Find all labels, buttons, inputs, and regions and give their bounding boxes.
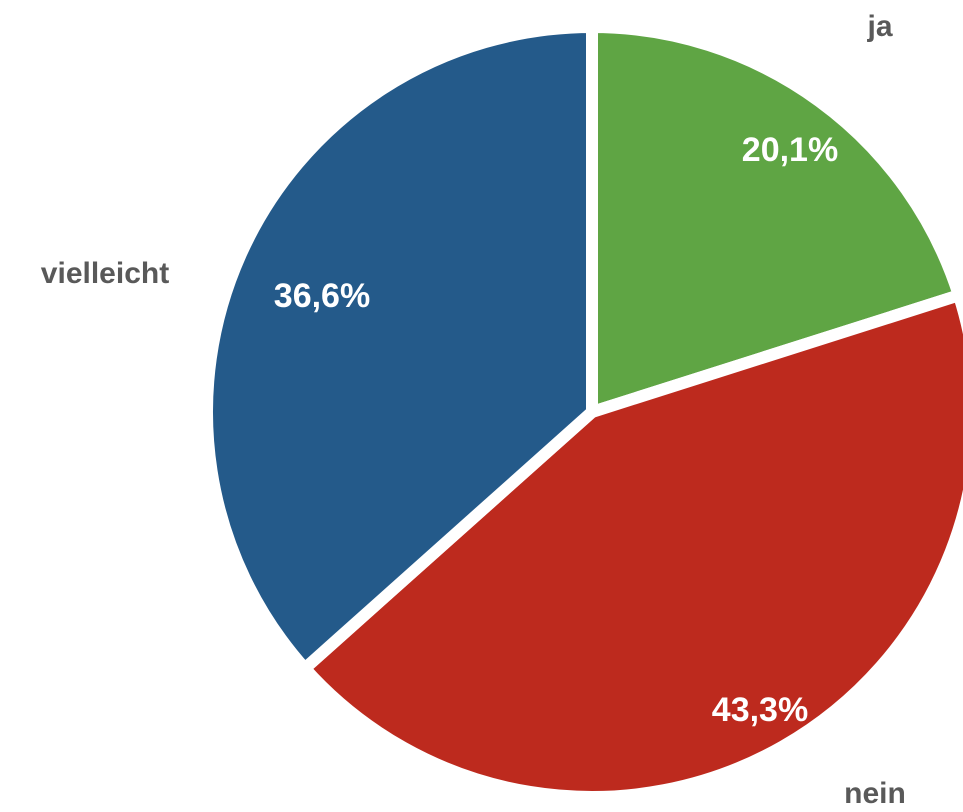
category-label: vielleicht (41, 257, 169, 290)
value-label: 36,6% (274, 277, 370, 315)
category-label: nein (844, 777, 906, 810)
value-label: 20,1% (742, 131, 838, 169)
pie-slice (296, 287, 963, 803)
pie-slice (586, 20, 963, 421)
pie-slice (201, 20, 598, 677)
category-label: ja (866, 10, 892, 43)
value-label: 43,3% (712, 691, 808, 729)
